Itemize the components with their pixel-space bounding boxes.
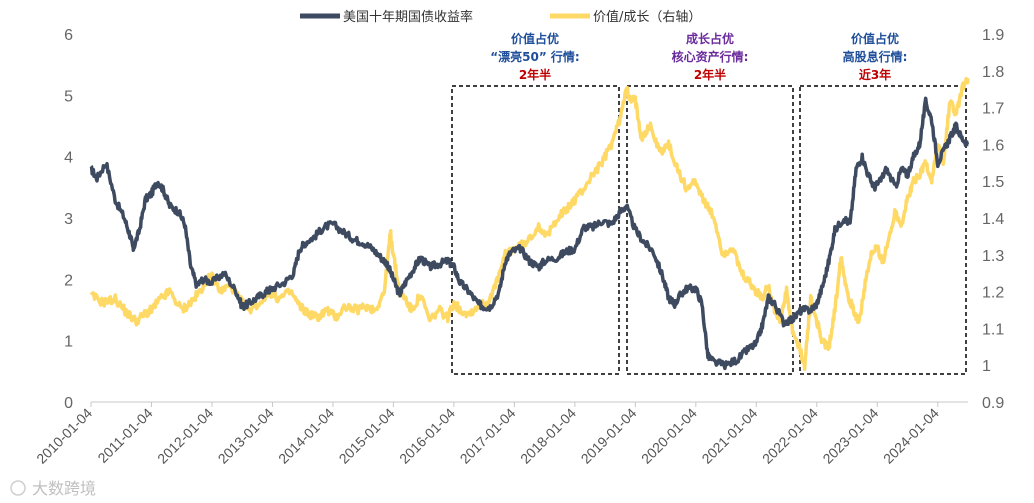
left-tick-label: 1 (64, 334, 73, 351)
annotation-text: 成长占优 (686, 31, 734, 46)
period-box-1 (451, 85, 620, 375)
annotation-text: “漂亮50” 行情: (490, 49, 579, 64)
right-tick-label: 1.7 (982, 101, 1004, 118)
right-axis-ticks: 0.9 1 1.1 1.2 1.3 1.4 1.5 1.6 1.7 1.8 1.9 (982, 27, 1004, 412)
x-tick-label: 2016-01-04 (396, 405, 458, 467)
right-tick-label: 1.2 (982, 285, 1004, 302)
x-tick-label: 2024-01-04 (880, 405, 942, 467)
legend: 美国十年期国债收益率 价值/成长（右轴） (300, 9, 701, 25)
period-box-3 (799, 85, 967, 375)
right-tick-label: 1.6 (982, 137, 1004, 154)
annotation-text: 2年半 (519, 67, 551, 82)
left-tick-label: 5 (64, 88, 73, 105)
x-tick-label: 2013-01-04 (215, 405, 277, 467)
annotation-text: 近3年 (859, 67, 891, 82)
left-tick-label: 4 (64, 150, 73, 167)
right-tick-label: 1.4 (982, 211, 1004, 228)
x-tick-label: 2022-01-04 (759, 405, 821, 467)
series-line-treasury-yield (89, 96, 970, 371)
right-tick-label: 1 (982, 358, 991, 375)
watermark-text: 大数跨境 (32, 479, 96, 498)
period-box-2 (626, 85, 794, 375)
annotation-text: 核心资产行情: (672, 49, 749, 64)
x-tick-label: 2012-01-04 (154, 405, 216, 467)
right-tick-label: 1.5 (982, 174, 1004, 191)
right-tick-label: 1.8 (982, 64, 1004, 81)
right-tick-label: 0.9 (982, 395, 1004, 412)
left-tick-label: 6 (64, 27, 73, 44)
x-axis-ticks: 2010-01-04 2011-01-042012-01-042013-01-04… (33, 402, 942, 467)
annotation-text: 2年半 (694, 67, 726, 82)
left-tick-label: 2 (64, 272, 73, 289)
left-axis-ticks: 0 1 2 3 4 5 6 (64, 27, 73, 412)
series-layer (89, 76, 970, 371)
left-tick-label: 0 (64, 395, 73, 412)
left-tick-label: 3 (64, 211, 73, 228)
annotation-text: 价值占优 (851, 31, 899, 46)
period-boxes (451, 85, 967, 375)
legend-label-treasury: 美国十年期国债收益率 (343, 9, 473, 25)
x-tick-label: 2010-01-04 (33, 405, 95, 467)
x-tick-label: 2014-01-04 (275, 405, 337, 467)
x-tick-label: 2017-01-04 (457, 405, 519, 467)
x-tick-label: 2015-01-04 (336, 405, 398, 467)
right-tick-label: 1.1 (982, 321, 1004, 338)
annotation-text: 高股息行情: (843, 49, 908, 64)
legend-label-value-growth: 价值/成长（右轴） (593, 9, 701, 25)
series-line-value-growth (89, 76, 970, 371)
x-tick-label: 2021-01-04 (698, 405, 760, 467)
x-tick-label: 2020-01-04 (638, 405, 700, 467)
x-tick-label: 2019-01-04 (578, 405, 640, 467)
right-tick-label: 1.3 (982, 248, 1004, 265)
x-tick-label: 2018-01-04 (517, 405, 579, 467)
x-tick-label: 2023-01-04 (819, 405, 881, 467)
annotation-text: 价值占优 (511, 31, 559, 46)
watermark: 大数跨境 (10, 479, 96, 498)
x-tick-label: 2011-01-04 (94, 405, 155, 466)
watermark-logo-icon (10, 480, 26, 496)
right-tick-label: 1.9 (982, 27, 1004, 44)
